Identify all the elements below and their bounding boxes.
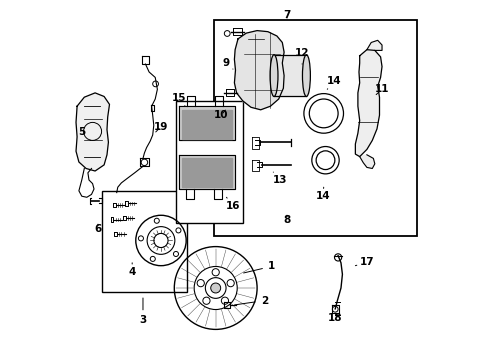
Text: 14: 14 bbox=[326, 76, 341, 89]
Polygon shape bbox=[76, 93, 109, 171]
Polygon shape bbox=[182, 110, 231, 139]
Text: 15: 15 bbox=[171, 93, 186, 106]
Text: 16: 16 bbox=[225, 197, 240, 211]
Polygon shape bbox=[234, 31, 284, 110]
Text: 12: 12 bbox=[294, 48, 309, 64]
Text: 13: 13 bbox=[273, 172, 287, 185]
Text: 14: 14 bbox=[315, 187, 329, 201]
Bar bbox=[213, 20, 416, 236]
Text: 3: 3 bbox=[139, 298, 146, 325]
Polygon shape bbox=[182, 158, 231, 187]
Text: 5: 5 bbox=[78, 127, 90, 140]
Text: 19: 19 bbox=[154, 122, 168, 132]
Text: 9: 9 bbox=[223, 58, 232, 69]
Polygon shape bbox=[179, 155, 234, 189]
Text: 11: 11 bbox=[374, 84, 388, 95]
Polygon shape bbox=[366, 40, 381, 50]
Ellipse shape bbox=[302, 55, 310, 96]
Text: 17: 17 bbox=[355, 257, 373, 267]
Circle shape bbox=[210, 283, 220, 293]
Polygon shape bbox=[355, 50, 381, 157]
Text: 18: 18 bbox=[327, 312, 342, 323]
Bar bbox=[176, 101, 242, 223]
Polygon shape bbox=[179, 106, 234, 140]
Text: 1: 1 bbox=[243, 261, 275, 273]
Text: 7: 7 bbox=[283, 10, 290, 20]
Ellipse shape bbox=[269, 55, 277, 96]
Text: 2: 2 bbox=[234, 296, 267, 306]
Text: 4: 4 bbox=[128, 263, 136, 277]
Bar bbox=[102, 191, 186, 292]
Text: 10: 10 bbox=[213, 110, 228, 120]
Polygon shape bbox=[359, 155, 374, 168]
Text: 6: 6 bbox=[94, 224, 102, 234]
Text: 8: 8 bbox=[283, 215, 290, 225]
